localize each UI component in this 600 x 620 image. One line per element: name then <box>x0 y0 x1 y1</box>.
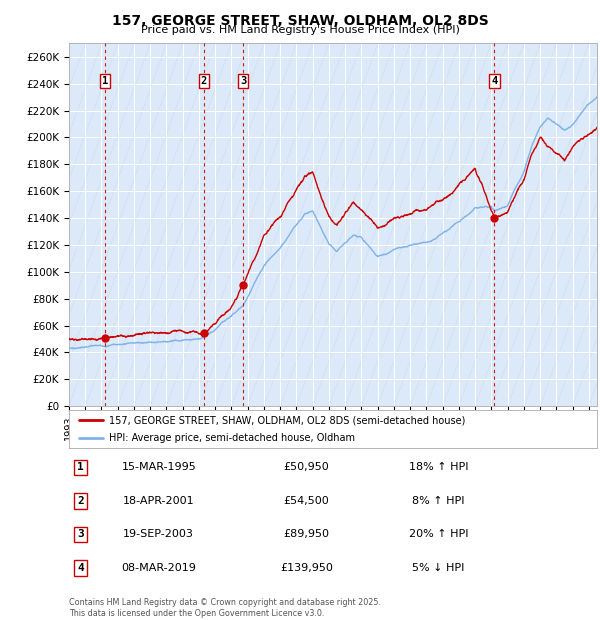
Text: 08-MAR-2019: 08-MAR-2019 <box>121 563 196 573</box>
Text: 1: 1 <box>77 463 84 472</box>
Text: 20% ↑ HPI: 20% ↑ HPI <box>409 529 469 539</box>
Text: 18-APR-2001: 18-APR-2001 <box>123 496 194 506</box>
Text: £50,950: £50,950 <box>284 463 329 472</box>
Text: 5% ↓ HPI: 5% ↓ HPI <box>412 563 465 573</box>
Text: 3: 3 <box>240 76 246 86</box>
Text: 157, GEORGE STREET, SHAW, OLDHAM, OL2 8DS (semi-detached house): 157, GEORGE STREET, SHAW, OLDHAM, OL2 8D… <box>109 415 465 425</box>
Text: 2: 2 <box>201 76 207 86</box>
Text: 8% ↑ HPI: 8% ↑ HPI <box>412 496 465 506</box>
Text: HPI: Average price, semi-detached house, Oldham: HPI: Average price, semi-detached house,… <box>109 433 355 443</box>
Text: 18% ↑ HPI: 18% ↑ HPI <box>409 463 469 472</box>
Text: £89,950: £89,950 <box>284 529 329 539</box>
Text: 3: 3 <box>77 529 84 539</box>
Text: 4: 4 <box>491 76 497 86</box>
Text: 4: 4 <box>77 563 84 573</box>
Text: 157, GEORGE STREET, SHAW, OLDHAM, OL2 8DS: 157, GEORGE STREET, SHAW, OLDHAM, OL2 8D… <box>112 14 488 28</box>
Text: 19-SEP-2003: 19-SEP-2003 <box>124 529 194 539</box>
Text: Price paid vs. HM Land Registry's House Price Index (HPI): Price paid vs. HM Land Registry's House … <box>140 25 460 35</box>
Text: 1: 1 <box>102 76 108 86</box>
Text: 2: 2 <box>77 496 84 506</box>
Text: £54,500: £54,500 <box>284 496 329 506</box>
Text: Contains HM Land Registry data © Crown copyright and database right 2025.
This d: Contains HM Land Registry data © Crown c… <box>69 598 381 618</box>
Text: £139,950: £139,950 <box>280 563 333 573</box>
Text: 15-MAR-1995: 15-MAR-1995 <box>121 463 196 472</box>
